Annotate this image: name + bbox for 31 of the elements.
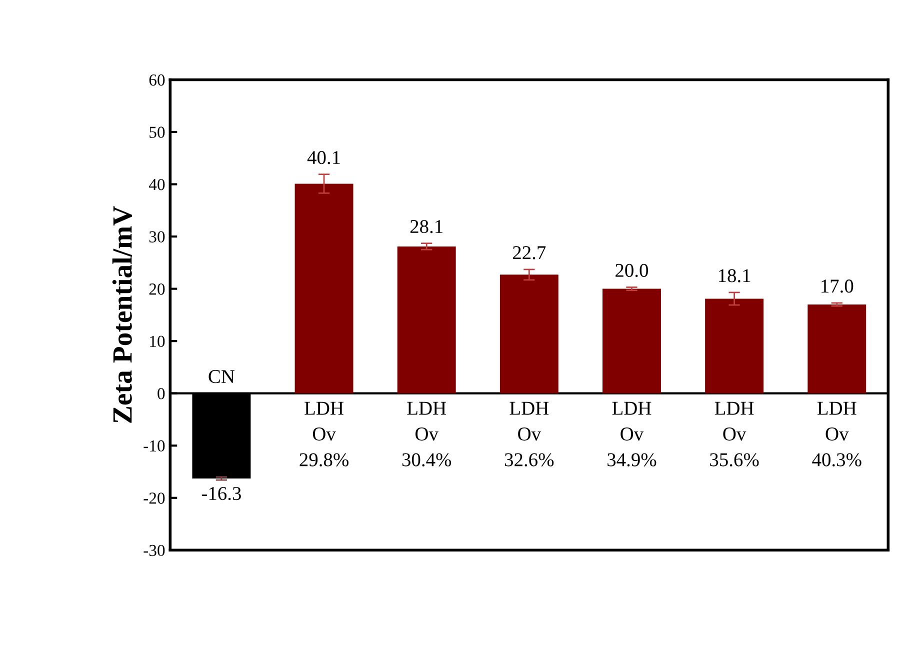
- data-label: 40.1: [307, 150, 340, 164]
- x-tick-label: LDH Ov 34.9%: [608, 402, 656, 466]
- bar: [705, 298, 764, 394]
- y-tick-label: 10: [150, 336, 165, 348]
- x-tick-label: CN: [208, 370, 235, 384]
- x-tick-label: LDH Ov 35.6%: [710, 402, 759, 466]
- data-label: 18.1: [719, 269, 750, 282]
- y-tick-label: 60: [149, 74, 165, 86]
- x-tick-label: LDH Ov 30.4%: [402, 402, 452, 466]
- bar: [602, 288, 661, 394]
- bar: [397, 246, 456, 394]
- y-tick-label: -10: [144, 440, 165, 452]
- bar: [500, 274, 558, 394]
- x-tick-label: LDH Ov 40.3%: [812, 402, 862, 466]
- data-label: -16.3: [202, 486, 241, 500]
- y-tick-label: 20: [149, 283, 165, 295]
- data-label: 17.0: [822, 280, 854, 293]
- data-label: 28.1: [410, 220, 442, 234]
- data-label: 20.0: [616, 264, 648, 278]
- y-axis-title: Zeta Potential/mV: [112, 206, 132, 423]
- y-tick-label: 50: [150, 126, 165, 138]
- y-tick-label: -20: [144, 492, 165, 504]
- y-tick-label: 0: [158, 388, 165, 400]
- data-label: 22.7: [513, 246, 546, 260]
- bar: [808, 304, 866, 394]
- y-tick-label: 40: [148, 178, 165, 190]
- bar: [294, 184, 354, 394]
- y-tick-label: -30: [144, 544, 165, 556]
- x-tick-label: LDH Ov 32.6%: [504, 402, 554, 466]
- y-tick-label: 30: [149, 231, 165, 242]
- x-tick-label: LDH Ov 29.8%: [300, 402, 348, 466]
